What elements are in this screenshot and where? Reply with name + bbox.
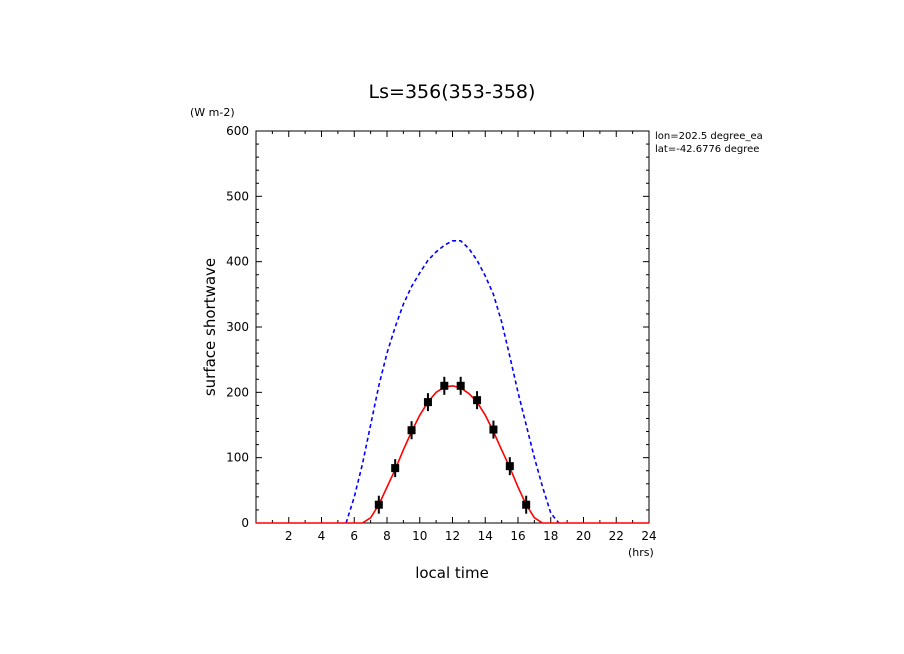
data-point-marker <box>505 457 514 476</box>
x-tick-label: 20 <box>576 529 591 543</box>
y-tick-label: 100 <box>226 451 249 465</box>
data-point-marker <box>423 393 432 412</box>
data-point-marker <box>489 420 498 439</box>
x-tick-label: 10 <box>412 529 427 543</box>
x-tick-group: 2 4 6 8 10 12 14 16 18 20 22 24 <box>271 131 657 543</box>
x-tick-label: 24 <box>641 529 656 543</box>
y-tick-label: 400 <box>226 255 249 269</box>
y-tick-label: 0 <box>241 516 249 530</box>
data-point-marker <box>522 495 531 514</box>
data-point-marker <box>440 376 449 395</box>
x-tick-label: 4 <box>318 529 326 543</box>
data-point-marker <box>407 421 416 440</box>
x-tick-label: 8 <box>383 529 391 543</box>
data-point-marker <box>456 376 465 395</box>
y-tick-label: 500 <box>226 189 249 203</box>
y-axis-label: surface shortwave <box>201 258 219 396</box>
y-unit-label: (W m-2) <box>190 106 235 119</box>
data-point-marker <box>473 391 482 410</box>
x-tick-label: 14 <box>478 529 493 543</box>
lat-annotation: lat=-42.6776 degree <box>655 144 759 155</box>
series-line-solid <box>256 384 649 524</box>
x-tick-label: 12 <box>445 529 460 543</box>
x-tick-label: 16 <box>510 529 525 543</box>
x-axis-label: local time <box>415 564 489 582</box>
data-point-marker <box>391 459 400 478</box>
x-tick-label: 22 <box>609 529 624 543</box>
y-tick-label: 300 <box>226 320 249 334</box>
series-line-dashed <box>345 240 560 524</box>
chart-title: Ls=356(353-358) <box>369 81 536 103</box>
x-unit-label: (hrs) <box>628 546 654 559</box>
data-point-marker <box>374 495 383 514</box>
y-tick-label: 200 <box>226 385 249 399</box>
plot-frame <box>255 130 650 524</box>
y-tick-group: 0 100 200 300 400 500 600 <box>226 124 649 530</box>
x-tick-label: 18 <box>543 529 558 543</box>
x-tick-label: 6 <box>350 529 358 543</box>
x-tick-label: 2 <box>285 529 293 543</box>
lon-annotation: lon=202.5 degree_ea <box>655 131 763 142</box>
y-tick-label: 600 <box>226 124 249 138</box>
series-layer <box>256 240 649 524</box>
